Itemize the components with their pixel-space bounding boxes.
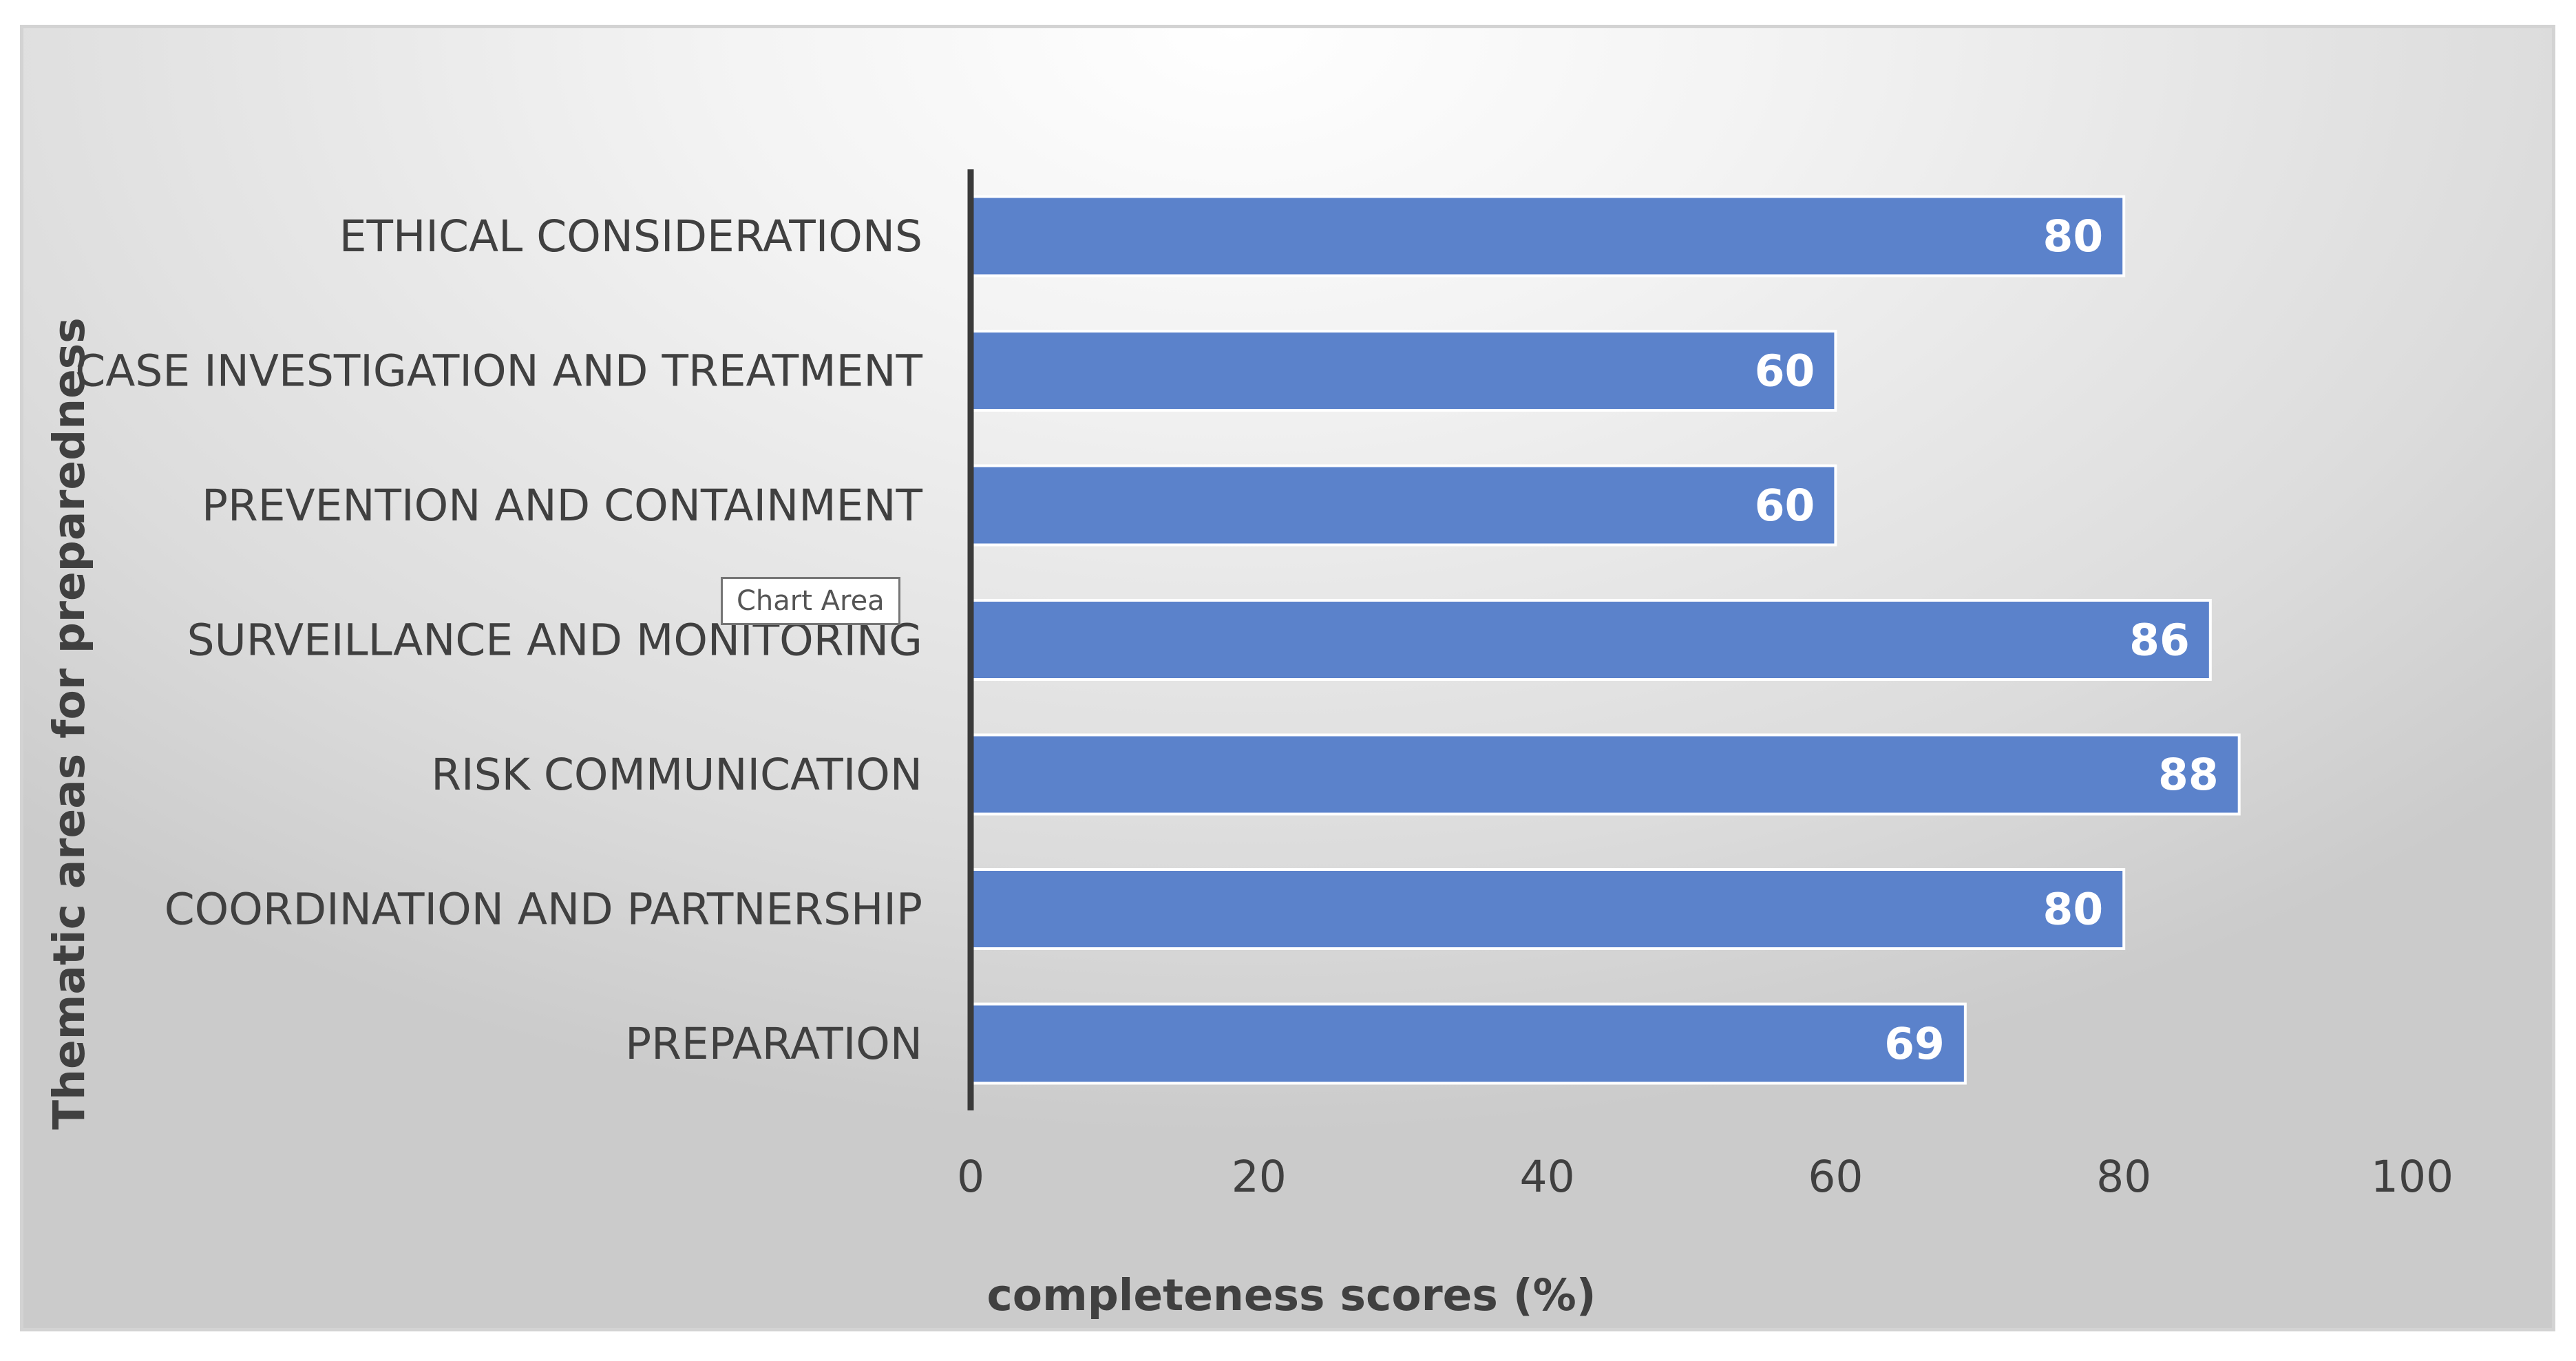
chart-area-tooltip: Chart Area [721, 577, 900, 625]
x-tick-label: 20 [1232, 1152, 1287, 1202]
category-label: CASE INVESTIGATION AND TREATMENT [75, 346, 922, 397]
bar[interactable] [969, 1002, 1967, 1085]
data-label: 60 [1755, 481, 1815, 531]
data-label: 69 [1884, 1019, 1945, 1069]
x-tick-label: 100 [2371, 1152, 2453, 1202]
category-label: COORDINATION AND PARTNERSHIP [165, 885, 922, 935]
x-tick-label: 40 [1520, 1152, 1575, 1202]
data-label: 88 [2158, 750, 2219, 800]
x-tick-label: 0 [957, 1152, 984, 1202]
x-axis-title: completeness scores (%) [986, 1270, 1596, 1320]
category-labels: ETHICAL CONSIDERATIONS CASE INVESTIGATION… [75, 211, 922, 1069]
data-label: 80 [2043, 211, 2104, 262]
x-tick-label: 80 [2096, 1152, 2151, 1202]
category-label: ETHICAL CONSIDERATIONS [339, 211, 922, 262]
data-label: 86 [2129, 615, 2190, 666]
data-label: 80 [2043, 885, 2104, 935]
bar-chart: 80 60 60 86 88 80 69 ETHICAL CONSIDERATIONS CAS… [44, 169, 2453, 1320]
data-label: 60 [1755, 346, 1815, 397]
x-tick-label: 60 [1808, 1152, 1863, 1202]
bar[interactable] [969, 599, 2212, 681]
y-axis-title: Thematic areas for preparedness [44, 317, 94, 1130]
x-tick-labels: 0 20 40 60 80 100 [957, 1152, 2453, 1202]
category-label: PREPARATION [625, 1019, 922, 1069]
bars-layer: 80 60 60 86 88 80 69 [969, 195, 2241, 1085]
bar[interactable] [969, 195, 2126, 277]
bar[interactable] [969, 464, 1837, 547]
category-label: RISK COMMUNICATION [431, 750, 922, 800]
bar[interactable] [969, 868, 2126, 950]
bar[interactable] [969, 330, 1837, 412]
bar[interactable] [969, 733, 2241, 816]
category-label: PREVENTION AND CONTAINMENT [202, 481, 923, 531]
chart-area[interactable]: 80 60 60 86 88 80 69 ETHICAL CONSIDERATIONS CAS… [20, 25, 2555, 1331]
